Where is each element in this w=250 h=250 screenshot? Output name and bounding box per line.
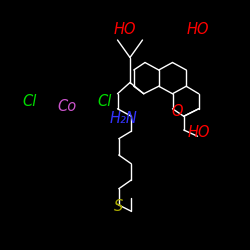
Text: Cl: Cl — [23, 94, 37, 109]
Text: H₂N: H₂N — [110, 111, 138, 126]
Text: Co: Co — [58, 99, 77, 114]
Text: S: S — [114, 199, 124, 214]
Text: HO: HO — [114, 22, 136, 38]
Text: Cl: Cl — [98, 94, 112, 109]
Text: HO: HO — [188, 125, 210, 140]
Text: O: O — [172, 104, 183, 119]
Text: HO: HO — [186, 22, 209, 38]
